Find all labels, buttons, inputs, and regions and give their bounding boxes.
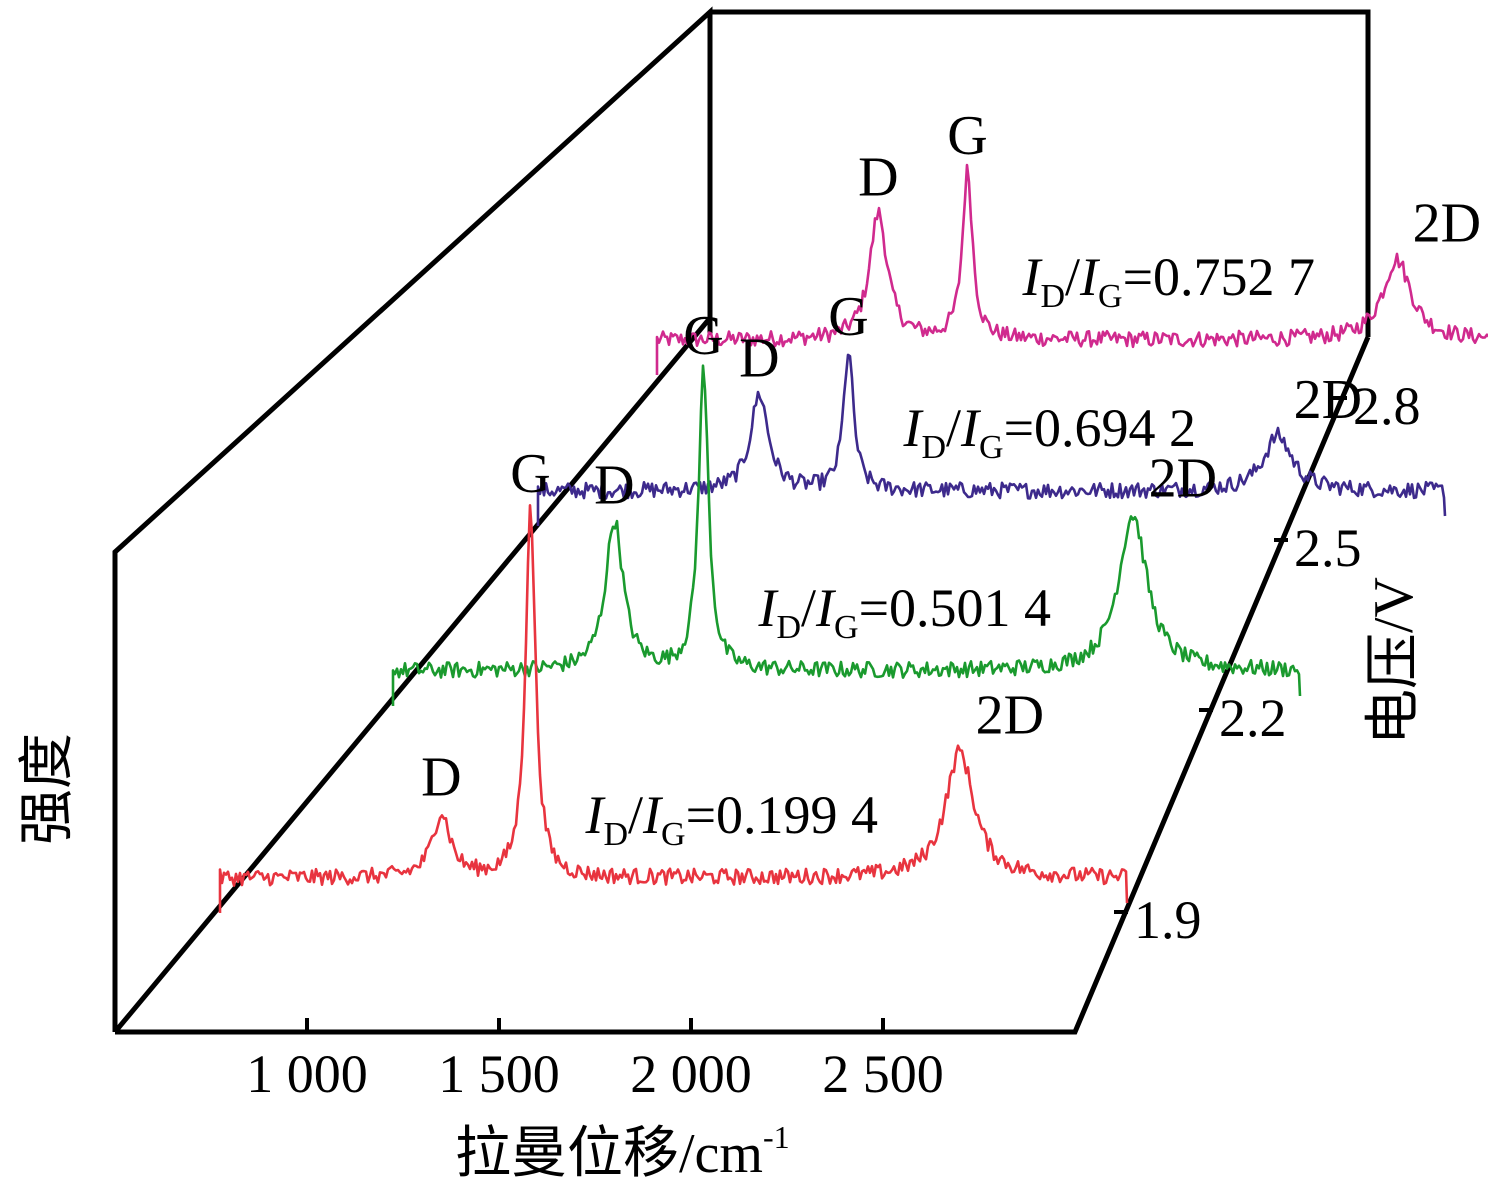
peak-label-G: G bbox=[947, 105, 987, 167]
peak-label-2D: 2D bbox=[1149, 448, 1217, 510]
peak-label-D: D bbox=[421, 747, 461, 809]
back-wall-outline bbox=[710, 9, 1371, 337]
spectrum-line bbox=[391, 364, 1302, 706]
peak-label-G: G bbox=[828, 286, 868, 348]
chart-frame bbox=[112, 6, 1371, 1035]
floor-back-edge bbox=[113, 316, 712, 1034]
spectra-group bbox=[218, 163, 1488, 913]
voltage-tick-label: 1.9 bbox=[1134, 890, 1202, 950]
y-axis-title: 强度 bbox=[17, 733, 79, 845]
spectrum-line bbox=[655, 163, 1488, 375]
peak-label-D: D bbox=[594, 455, 634, 517]
id-ig-ratio-label: ID/IG=0.694 2 bbox=[902, 398, 1196, 466]
id-ig-ratio-label: ID/IG=0.199 4 bbox=[584, 785, 878, 853]
voltage-tick-label: 2.8 bbox=[1353, 376, 1421, 436]
peak-label-D: D bbox=[858, 147, 898, 209]
peak-label-2D: 2D bbox=[1294, 369, 1362, 431]
voltage-axis-title: 电压/V bbox=[1363, 577, 1425, 745]
x-axis-title: 拉曼位移/cm-1 bbox=[455, 1119, 790, 1181]
spectrum-line bbox=[536, 353, 1447, 526]
left-wall-outline bbox=[112, 6, 713, 1032]
spectrum-line bbox=[218, 503, 1129, 913]
voltage-axis-ticks: 1.9 2.2 2.5 2.8 bbox=[1114, 376, 1421, 950]
id-ig-ratio-label: ID/IG=0.752 7 bbox=[1021, 247, 1315, 315]
x-tick-label: 2 000 bbox=[630, 1044, 752, 1104]
voltage-tick-label: 2.2 bbox=[1219, 688, 1287, 748]
peak-label-G: G bbox=[510, 443, 550, 505]
voltage-tick-label: 2.5 bbox=[1294, 518, 1362, 578]
peak-label-2D: 2D bbox=[1413, 193, 1481, 255]
peak-label-D: D bbox=[739, 327, 779, 389]
x-tick-label: 1 500 bbox=[438, 1044, 560, 1104]
x-axis-ticks: 1 000 1 500 2 000 2 500 bbox=[246, 1018, 944, 1104]
x-tick-label: 2 500 bbox=[822, 1044, 944, 1104]
peak-label-G: G bbox=[683, 305, 723, 367]
x-tick-label: 1 000 bbox=[246, 1044, 368, 1104]
peak-label-2D: 2D bbox=[976, 685, 1044, 747]
floor-outline bbox=[115, 336, 1371, 1035]
id-ig-ratio-label: ID/IG=0.501 4 bbox=[757, 578, 1051, 646]
